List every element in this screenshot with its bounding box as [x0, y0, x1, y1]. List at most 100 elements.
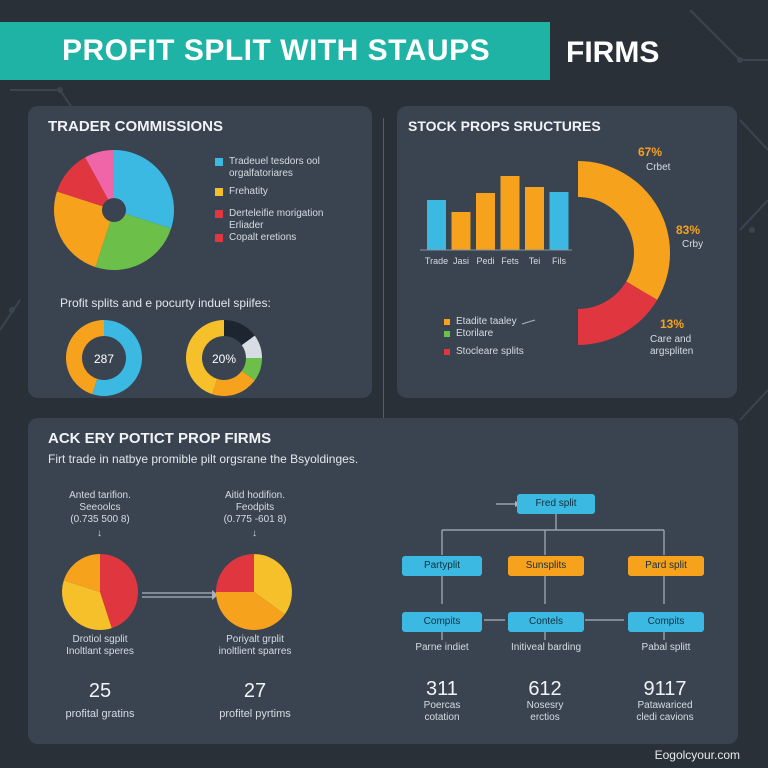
flow-number-caption-1: Poercas cotation	[423, 700, 461, 723]
legend-swatch	[444, 349, 450, 355]
stock-props-title: STOCK PROPS SRUCTURES	[408, 118, 601, 134]
flow-top-box: Fred split	[517, 494, 595, 514]
donut-b-slice-4	[212, 370, 255, 396]
bar-1	[427, 200, 446, 250]
tc-subtitle: Profit splits and e pocurty induel spiif…	[60, 296, 271, 310]
flow-number-3: 9117	[643, 678, 687, 700]
left-down-arrow: ↓	[97, 528, 102, 539]
commission-pie-slice-3	[54, 191, 111, 268]
flow-row2-box-2: Contels	[508, 612, 584, 632]
mid-pie-slice-1	[254, 554, 293, 615]
donut-a-slice-2	[66, 320, 104, 395]
left-pie-slice-3	[63, 554, 100, 592]
legend-label: Tradeuel tesdors ool orgalfatoriares	[229, 156, 320, 179]
legend-label: Stocleare splits	[456, 346, 524, 357]
mid-caption-bottom: Poriyalt grplit inoltlient sparres	[218, 634, 292, 657]
flow-number-caption-2: Nosesry erctios	[526, 700, 564, 723]
donut-b-slice-1	[224, 320, 255, 346]
bar-tick-label: Tei	[529, 256, 541, 266]
legend-swatch	[215, 188, 223, 196]
bar-6	[549, 192, 569, 250]
flow-row2-box-3: Compits	[628, 612, 704, 632]
page-title-right: FIRMS	[566, 36, 660, 69]
bar-5	[525, 187, 544, 250]
flow-row1-box-3: Pard split	[628, 556, 704, 576]
legend-pointer	[521, 319, 536, 325]
bar-tick-label: Fets	[501, 256, 519, 266]
prop-firms-subtitle: Firt trade in natbye promible pilt orgsr…	[48, 452, 359, 466]
legend-label: Etorilare	[456, 328, 494, 339]
page-title: PROFIT SPLIT WITH STAUPS	[62, 34, 491, 67]
props-half-donut-slice-2	[578, 281, 658, 345]
flow-row1-box-1: Partyplit	[402, 556, 482, 576]
legend-swatch	[215, 210, 223, 218]
sp-legend-item-2: Etorilare	[444, 328, 493, 340]
sp-legend-item-1: Etadite taaley	[444, 316, 517, 328]
commission-pie-slice-2	[95, 213, 172, 270]
props-half-donut-slice-1	[578, 161, 671, 300]
mid-caption-top: Aitid hodifion. Feodpits (0.775 -601 8)	[223, 490, 287, 525]
annotation-pct-2: 83%	[676, 223, 701, 237]
commission-pie-slice-4	[56, 157, 109, 207]
bar-tick-label: Fils	[552, 256, 566, 266]
flow-row3-label-3: Pabal splitt	[641, 642, 691, 653]
mid-pie-slice-2	[216, 592, 285, 630]
bar-2	[451, 212, 471, 250]
flow-number-2: 612	[528, 678, 562, 700]
legend-label: Frehatity	[229, 186, 268, 197]
mid-pie-slice-3	[216, 554, 254, 592]
legend-label: Etadite taaley	[456, 316, 517, 327]
flow-row3-label-2: Initiveal barding	[510, 642, 582, 653]
flow-row1-box-2: Sunsplits	[508, 556, 584, 576]
commission-pie-slice-1	[114, 150, 174, 229]
sp-legend-item-3: Stocleare splits	[444, 346, 524, 358]
left-number-caption: profital gratins	[65, 708, 135, 720]
annotation-pct-3: 13%	[660, 317, 685, 331]
tc-legend-item-2: Frehatity	[215, 186, 268, 198]
donut-b-slice-2	[241, 335, 262, 358]
bar-tick-label: Trade	[425, 256, 448, 266]
mid-down-arrow: ↓	[252, 528, 257, 539]
left-pie-slice-2	[61, 580, 112, 630]
bar-3	[476, 193, 495, 250]
annotation-desc-3: Care and argspliten	[650, 334, 694, 357]
tc-legend-item-1: Tradeuel tesdors ool orgalfatoriares	[215, 156, 320, 180]
donut-a-slice-1	[92, 320, 142, 396]
footer-url: Eogolcyour.com	[654, 748, 740, 762]
donut-b-slice-3	[241, 358, 262, 381]
legend-label: Copalt eretions	[229, 232, 297, 243]
prop-firms-title: ACK ERY POTICT PROP FIRMS	[48, 430, 272, 447]
mid-number-caption: profitel pyrtims	[219, 708, 291, 720]
annotation-desc-1: Crbet	[646, 162, 671, 173]
donut-a-label: 287	[94, 352, 114, 366]
left-caption-top: Anted tarifion. Seeoolcs (0.735 500 8)	[69, 490, 131, 525]
flow-row3-label-1: Parne indiet	[415, 642, 469, 653]
flow-number-1: 311	[426, 678, 458, 700]
stock-props-panel	[397, 106, 737, 398]
tc-legend-item-4: Copalt eretions	[215, 232, 296, 244]
left-caption-bottom: Drotiol sgplit Inoltlant speres	[66, 634, 134, 657]
legend-swatch	[215, 158, 223, 166]
flow-number-caption-3: Patawariced cledi cavions	[636, 700, 694, 723]
legend-swatch	[444, 331, 450, 337]
left-number: 25	[88, 680, 112, 702]
left-pie-slice-1	[100, 554, 139, 629]
tc-legend-item-3: Derteleifie morigation Erliader	[215, 208, 324, 232]
bar-tick-label: Pedi	[476, 256, 494, 266]
trader-commissions-title: TRADER COMMISSIONS	[48, 118, 224, 135]
annotation-desc-2: Crby	[682, 239, 704, 250]
bar-4	[500, 176, 520, 250]
bar-tick-label: Jasi	[453, 256, 469, 266]
title-banner: PROFIT SPLIT WITH STAUPS	[0, 22, 550, 80]
donut-b-slice-5	[186, 320, 224, 395]
prop-firms-panel	[28, 418, 738, 744]
donut-b-label: 20%	[212, 352, 236, 366]
legend-label: Derteleifie morigation Erliader	[229, 208, 324, 231]
flow-row2-box-1: Compits	[402, 612, 482, 632]
commission-pie-slice-5	[85, 150, 114, 200]
legend-swatch	[215, 234, 223, 242]
annotation-pct-1: 67%	[638, 145, 663, 159]
legend-swatch	[444, 319, 450, 325]
